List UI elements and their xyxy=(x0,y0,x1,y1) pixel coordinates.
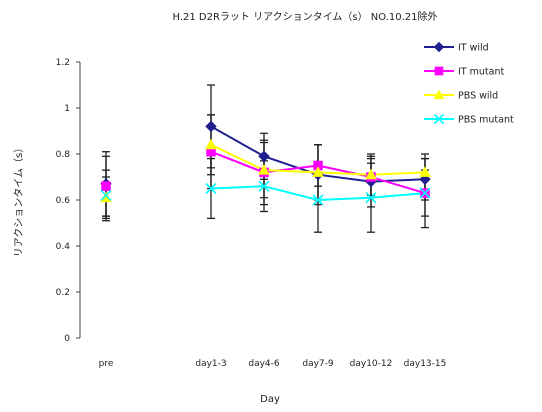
data-point-stroke xyxy=(205,182,217,195)
y-ticks: 0 0.2 0.4 0.6 0.8 1 1.2 xyxy=(56,58,80,344)
y-tick-label: 0.4 xyxy=(56,242,71,252)
chart-title: H.21 D2Rラット リアクションタイム（s） NO.10.21除外 xyxy=(172,10,437,23)
legend-label: PBS wild xyxy=(458,91,498,102)
data-point-stroke xyxy=(100,189,112,201)
data-point xyxy=(433,41,445,53)
markers xyxy=(100,120,431,206)
data-point xyxy=(312,194,324,206)
data-point xyxy=(433,89,445,100)
data-point-stroke xyxy=(258,180,270,192)
data-point xyxy=(365,192,377,204)
data-point xyxy=(434,66,444,76)
data-point xyxy=(419,166,431,177)
legend-label: PBS mutant xyxy=(458,115,514,126)
data-point xyxy=(205,138,217,150)
data-point xyxy=(419,187,431,199)
x-tick-label: pre xyxy=(99,359,114,369)
x-tick-label: day7-9 xyxy=(302,359,334,369)
legend: IT wild IT mutant PBS wild PBS mutant xyxy=(424,41,514,126)
data-point xyxy=(258,150,270,163)
x-ticks: pre day1-3 day4-6 day7-9 day10-12 day13-15 xyxy=(99,359,447,369)
x-axis-label: Day xyxy=(260,394,280,405)
data-point-stroke xyxy=(419,187,431,199)
y-tick-label: 1 xyxy=(64,104,70,114)
x-tick-label: day4-6 xyxy=(248,359,280,369)
y-tick-label: 0.8 xyxy=(56,150,71,160)
legend-label: IT wild xyxy=(458,43,489,54)
data-point-stroke xyxy=(433,113,445,125)
data-point xyxy=(312,166,324,177)
data-point xyxy=(365,168,377,180)
legend-label: IT mutant xyxy=(458,67,504,78)
data-point xyxy=(100,189,112,201)
x-tick-label: day13-15 xyxy=(404,359,447,369)
data-point xyxy=(205,120,217,133)
y-tick-label: 0.2 xyxy=(56,288,70,298)
y-tick-label: 1.2 xyxy=(56,58,70,68)
data-point xyxy=(258,180,270,192)
y-tick-label: 0.6 xyxy=(56,196,71,206)
y-axis-label: リアクションタイム（s） xyxy=(13,143,25,258)
data-point-stroke xyxy=(365,192,377,204)
data-point xyxy=(100,191,112,203)
data-point xyxy=(433,113,445,125)
data-point-stroke xyxy=(312,194,324,206)
x-tick-label: day10-12 xyxy=(350,359,393,369)
data-point xyxy=(101,181,111,191)
y-tick-label: 0 xyxy=(64,334,70,344)
x-tick-label: day1-3 xyxy=(195,359,226,369)
data-point xyxy=(205,182,217,195)
data-point xyxy=(258,164,270,175)
